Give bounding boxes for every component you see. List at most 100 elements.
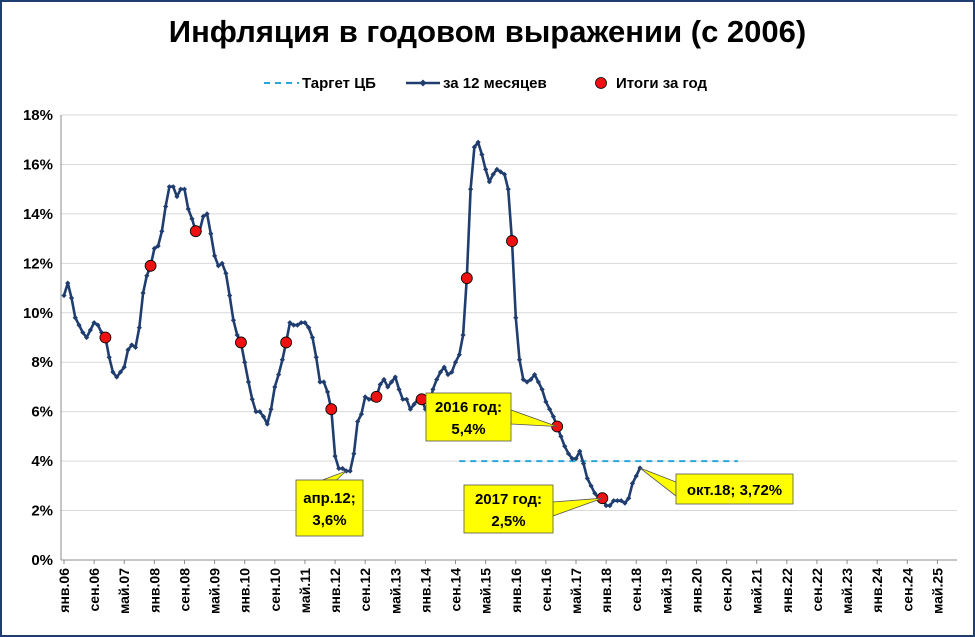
monthly-point <box>336 465 342 472</box>
monthly-point <box>65 280 71 286</box>
monthly-point <box>68 295 75 301</box>
y-tick-label: 4% <box>31 453 53 470</box>
monthly-point <box>351 451 357 457</box>
y-tick-label: 0% <box>31 552 53 569</box>
monthly-point <box>479 151 485 158</box>
monthly-point <box>306 325 312 331</box>
monthly-point <box>460 332 466 338</box>
y-tick-label: 14% <box>23 206 53 223</box>
monthly-point <box>253 409 259 415</box>
monthly-point <box>490 171 496 177</box>
monthly-point <box>441 364 447 370</box>
x-tick-label: май.13 <box>387 568 403 614</box>
monthly-point <box>257 409 263 415</box>
x-tick-label: янв.22 <box>779 568 795 613</box>
monthly-point <box>381 376 387 383</box>
monthly-point <box>592 490 598 496</box>
monthly-point <box>513 315 519 321</box>
annual-point <box>415 393 428 406</box>
monthly-point <box>294 322 301 328</box>
y-tick-label: 18% <box>23 107 53 124</box>
monthly-point <box>580 460 587 467</box>
monthly-point <box>61 292 67 299</box>
callout-text: 2017 год: <box>475 491 542 508</box>
monthly-point <box>501 171 508 177</box>
monthly-point <box>452 359 459 365</box>
monthly-point <box>264 421 270 427</box>
monthly-point <box>471 144 477 150</box>
monthly-point <box>80 329 86 336</box>
monthly-point <box>366 396 372 402</box>
monthly-point <box>558 433 564 439</box>
monthly-point <box>407 406 413 412</box>
monthly-point <box>174 193 180 200</box>
grid-lines <box>61 114 957 512</box>
monthly-point <box>324 389 331 395</box>
legend: Таргет ЦБ за 12 месяцев Итоги за год <box>264 75 708 92</box>
x-tick-label: сен.14 <box>448 568 464 612</box>
monthly-point <box>498 169 504 175</box>
monthly-point <box>208 231 214 237</box>
monthly-point <box>467 186 474 192</box>
x-tick-label: янв.24 <box>869 568 885 613</box>
monthly-point <box>242 359 248 365</box>
x-tick-label: май.25 <box>929 568 945 614</box>
callout-text: 5,4% <box>451 421 485 438</box>
monthly-point <box>486 179 493 185</box>
monthly-point <box>505 186 511 192</box>
monthly-point <box>483 166 489 172</box>
x-tick-label: май.23 <box>839 568 855 614</box>
monthly-point <box>170 184 176 190</box>
y-tick-label: 2% <box>31 503 53 520</box>
monthly-point <box>223 270 229 276</box>
y-tick-label: 16% <box>23 156 53 173</box>
monthly-point <box>279 357 285 363</box>
x-tick-label: сен.06 <box>86 568 102 612</box>
monthly-point <box>411 401 417 407</box>
monthly-point <box>155 243 161 249</box>
monthly-point <box>309 334 316 341</box>
monthly-point <box>321 379 327 385</box>
callouts: апр.12; 3,6% 2016 год: 5,4% 2017 год: 2,5% окт… <box>295 392 794 537</box>
x-tick-label: янв.20 <box>688 568 704 613</box>
monthly-point <box>159 228 165 234</box>
monthly-point <box>445 371 451 378</box>
monthly-point <box>626 495 632 501</box>
monthly-point <box>140 290 146 296</box>
monthly-series <box>61 139 643 509</box>
monthly-point <box>317 379 323 385</box>
y-tick-label: 12% <box>23 255 53 272</box>
monthly-point <box>106 354 112 360</box>
monthly-point <box>189 216 195 222</box>
monthly-point <box>396 386 402 393</box>
x-tick-label: янв.06 <box>56 568 72 613</box>
monthly-point <box>185 206 191 212</box>
monthly-point <box>611 498 617 504</box>
callout-box <box>463 484 554 534</box>
annual-point <box>144 259 157 272</box>
monthly-point <box>569 456 575 462</box>
annual-point <box>99 331 112 344</box>
monthly-point <box>607 503 613 509</box>
monthly-point <box>603 503 609 509</box>
monthly-point <box>520 376 526 383</box>
monthly-point <box>313 354 319 360</box>
x-tick-label: янв.12 <box>327 568 343 613</box>
monthly-point <box>83 334 90 341</box>
x-tick-label: сен.16 <box>538 568 554 612</box>
monthly-point <box>403 396 410 402</box>
monthly-point <box>531 371 538 378</box>
monthly-point <box>614 498 621 504</box>
monthly-point <box>618 498 624 504</box>
monthly-point <box>584 475 590 482</box>
callout-pointer <box>639 467 677 497</box>
monthly-point <box>355 418 361 425</box>
monthly-point <box>181 186 188 192</box>
monthly-point <box>339 465 346 472</box>
monthly-point <box>456 352 462 358</box>
monthly-point <box>200 213 206 219</box>
monthly-point <box>539 386 545 393</box>
monthly-point <box>302 320 308 326</box>
monthly-point <box>291 322 297 328</box>
